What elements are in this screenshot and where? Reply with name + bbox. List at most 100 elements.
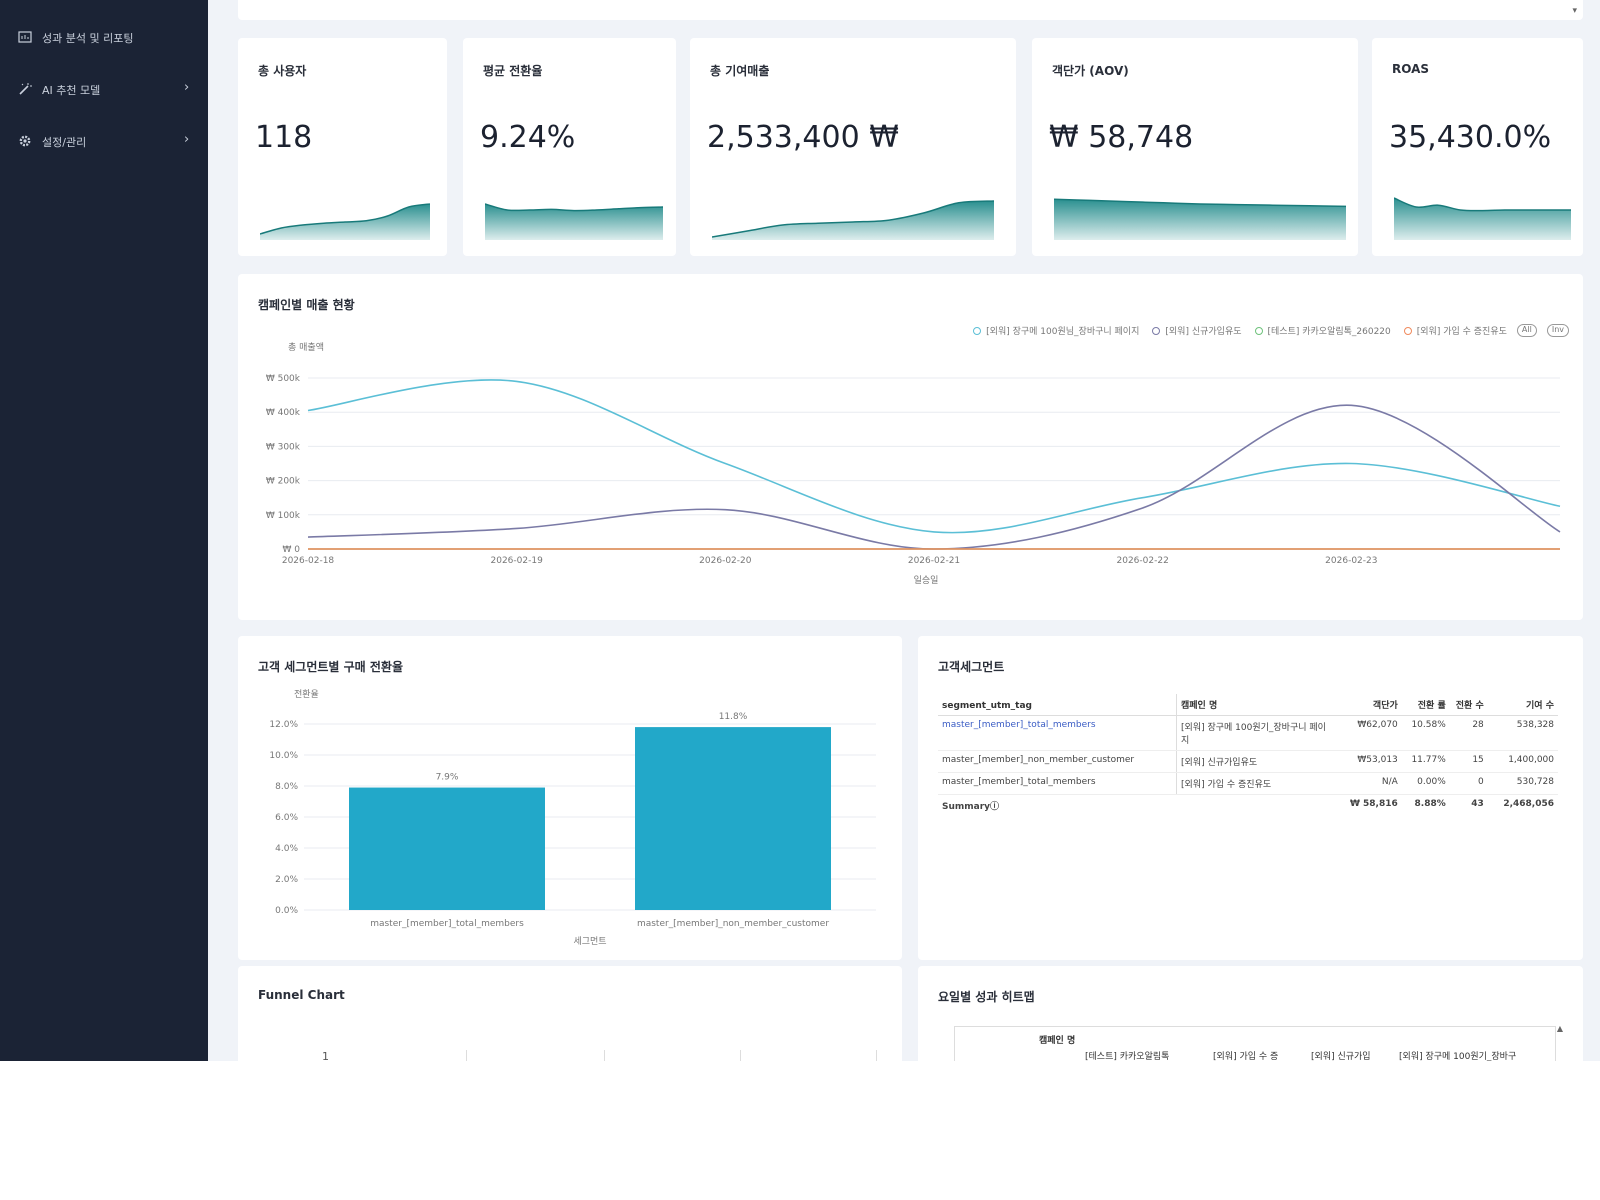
x-tick-label: 2026-02-23 (1325, 556, 1377, 566)
series-line[interactable] (307, 404, 1561, 550)
legend-all-button[interactable]: All (1516, 324, 1537, 337)
heatmap-header-first: 캠페인 명 (1039, 1036, 1076, 1046)
magic-wand-icon (19, 83, 32, 95)
kpi-card-conversion: 평균 전환율 9.24% (463, 38, 676, 256)
segment-table-card: 고객세그먼트 segment_utm_tag 캠페인 명 객단가 전환 률 전환… (918, 636, 1583, 960)
y-tick-label: 0.0% (275, 906, 298, 916)
kpi-title: ROAS (1392, 62, 1430, 76)
chevron-down-icon[interactable]: ▾ (1572, 6, 1577, 16)
sparkline-line (1394, 197, 1571, 212)
sidebar-item-label: 설정/관리 (42, 136, 87, 149)
funnel-card: Funnel Chart 1 (238, 966, 902, 1061)
y-tick-label: 10.0% (269, 751, 298, 761)
sparkline-line (260, 203, 430, 235)
app-window: 성과 분석 및 리포팅 AI 추천 모델 › 설정/관리 › ▾ 총 사용자 1… (0, 0, 1600, 1061)
y-axis-label: 총 매출액 (288, 341, 324, 353)
legend-marker-icon (1401, 326, 1413, 335)
column-header[interactable]: 캠페인 명 (1176, 694, 1335, 716)
sparkline-area (1394, 198, 1571, 240)
grid-line (740, 1050, 741, 1061)
legend-item[interactable]: [외워] 가입 수 증진유도 (1401, 324, 1507, 337)
kpi-card-aov: 객단가 (AOV) ₩ 58,748 (1032, 38, 1358, 256)
kpi-card-roas: ROAS 35,430.0% (1372, 38, 1583, 256)
legend-label: [테스트] 카카오알림톡_260220 (1267, 327, 1391, 337)
column-header[interactable]: 전환 률 (1401, 694, 1450, 716)
table-row[interactable]: master_[member]_total_members [외워] 가입 수 … (938, 772, 1558, 795)
y-axis-label: 전환율 (294, 688, 319, 700)
legend-item[interactable]: [외워] 신규가입유도 (1149, 324, 1242, 337)
campaign-revenue-card: 캠페인별 매출 현황 [외워] 장구메 100원님_장바구니 페이지 [외워] … (238, 274, 1583, 620)
column-header[interactable]: 전환 수 (1449, 694, 1488, 716)
legend-invert-button[interactable]: Inv (1546, 324, 1569, 337)
sidebar-item-label: 성과 분석 및 리포팅 (42, 32, 134, 45)
kpi-title: 평균 전환율 (483, 64, 543, 78)
summary-row: Summaryⓘ ₩ 58,816 8.88% 43 2,468,056 (938, 795, 1558, 817)
legend-marker-icon (970, 326, 982, 335)
segment-cell[interactable]: master_[member]_non_member_customer (938, 750, 1177, 773)
segment-cell[interactable]: master_[member]_total_members (938, 772, 1177, 795)
legend-marker-icon (1149, 326, 1161, 335)
legend-item[interactable]: [테스트] 카카오알림톡_260220 (1252, 324, 1391, 337)
sidebar: 성과 분석 및 리포팅 AI 추천 모델 › 설정/관리 › (0, 0, 208, 1061)
legend-label: [외워] 장구메 100원님_장바구니 페이지 (986, 327, 1140, 337)
scroll-up-icon[interactable]: ▲ (1556, 1024, 1563, 1033)
sidebar-item-label: AI 추천 모델 (42, 84, 101, 97)
grid-line (604, 1050, 605, 1061)
kpi-value: ₩ 58,748 (1049, 120, 1194, 155)
kpi-card-users: 총 사용자 118 (238, 38, 447, 256)
summary-revenue: 2,468,056 (1503, 799, 1554, 809)
kpi-title: 객단가 (AOV) (1052, 64, 1129, 78)
summary-count: 43 (1471, 799, 1484, 809)
table-row[interactable]: master_[member]_total_members [외워] 장구메 1… (938, 715, 1558, 751)
info-icon[interactable]: ⓘ (990, 802, 1000, 812)
x-tick-label: master_[member]_total_members (370, 919, 524, 929)
column-header[interactable]: 객단가 (1335, 694, 1402, 716)
x-tick-label: 2026-02-19 (491, 556, 544, 566)
aov-cell: N/A (1335, 772, 1402, 795)
y-tick-label: ₩ 300k (266, 442, 301, 452)
chart-legend: [외워] 장구메 100원님_장바구니 페이지 [외워] 신규가입유도 [테스트… (970, 324, 1569, 337)
y-tick-label: ₩ 400k (266, 408, 301, 418)
gear-icon (19, 135, 31, 147)
count-cell: 15 (1449, 750, 1488, 773)
sparkline-line (485, 203, 663, 212)
x-tick-label: 2026-02-20 (699, 556, 752, 566)
y-tick-label: 2.0% (275, 875, 298, 885)
y-tick-label: ₩ 0 (283, 545, 301, 555)
segment-cell[interactable]: master_[member]_total_members (938, 715, 1177, 751)
legend-item[interactable]: [외워] 장구메 100원님_장바구니 페이지 (970, 324, 1139, 337)
chevron-right-icon: › (184, 80, 190, 95)
column-header[interactable]: 기여 수 (1487, 694, 1558, 716)
series-line[interactable] (307, 379, 1561, 534)
y-tick-label: 6.0% (275, 813, 298, 823)
filter-bar[interactable]: ▾ (238, 0, 1583, 20)
y-tick-label: 4.0% (275, 844, 298, 854)
column-header[interactable]: segment_utm_tag (938, 694, 1177, 716)
grid-line (876, 1050, 877, 1061)
chart-title: 고객 세그먼트별 구매 전환율 (258, 660, 404, 674)
revenue-cell: 530,728 (1487, 772, 1558, 795)
y-tick-label: ₩ 200k (266, 477, 301, 487)
sidebar-item-settings[interactable]: 설정/관리 › (0, 126, 208, 156)
heatmap-card: 요일별 성과 히트맵 캠페인 명 [테스트] 카카오알림톡 [외워] 가입 수 … (918, 966, 1583, 1061)
chart-title: 캠페인별 매출 현황 (258, 298, 355, 312)
bar[interactable] (635, 727, 831, 910)
kpi-value: 35,430.0% (1389, 120, 1552, 155)
kpi-sparkline (1394, 197, 1571, 240)
grid-line (466, 1050, 467, 1061)
kpi-sparkline (712, 200, 994, 240)
x-tick-label: 2026-02-18 (282, 556, 335, 566)
funnel-tick-label: 1 (322, 1050, 329, 1061)
rate-cell: 11.77% (1401, 750, 1450, 773)
sidebar-item-reporting[interactable]: 성과 분석 및 리포팅 (0, 22, 208, 52)
sparkline-area (1054, 199, 1346, 240)
campaign-cell: [외워] 신규가입유도 (1176, 750, 1335, 773)
kpi-value: 9.24% (480, 120, 576, 155)
table-row[interactable]: master_[member]_non_member_customer [외워]… (938, 750, 1558, 773)
x-tick-label: 2026-02-21 (908, 556, 960, 566)
segment-table: segment_utm_tag 캠페인 명 객단가 전환 률 전환 수 기여 수… (938, 694, 1558, 816)
sidebar-item-ai-model[interactable]: AI 추천 모델 › (0, 74, 208, 104)
summary-empty-cell (1177, 795, 1336, 817)
sparkline-area (712, 201, 994, 240)
bar[interactable] (349, 787, 545, 910)
